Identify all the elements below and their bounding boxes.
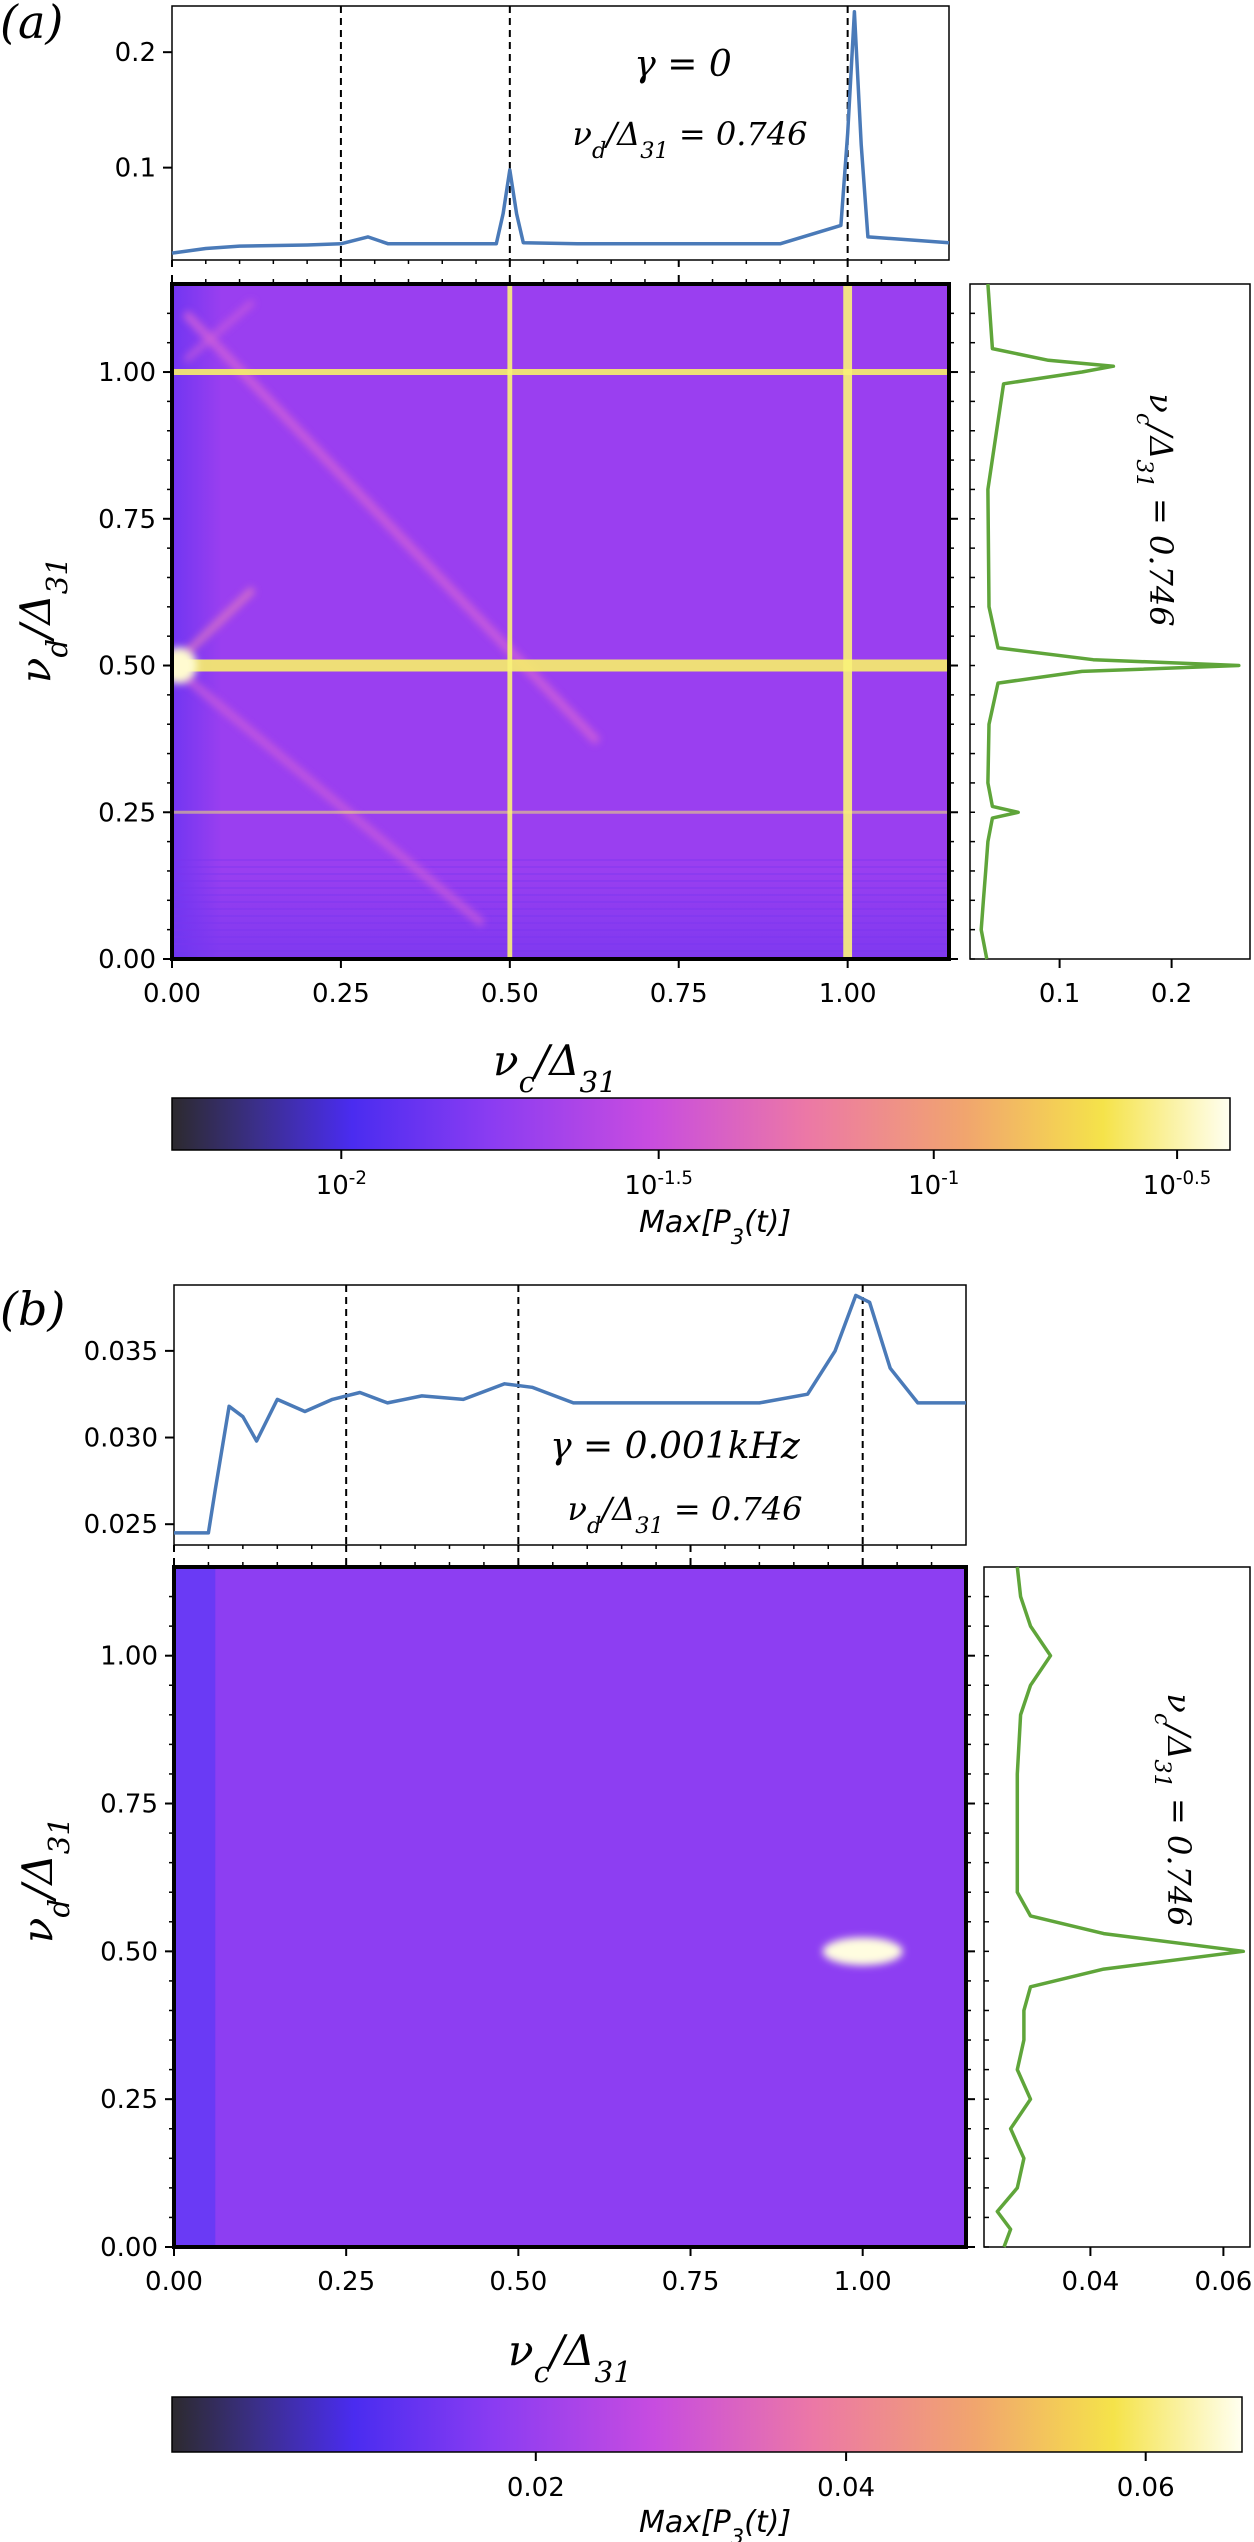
chart-panel-a: (a) 0.00 0.25 0.50 0.75 1.00 0.00 0.25 0.50 0.75 1… [0, 0, 1251, 1249]
heatmap [172, 284, 949, 959]
heatmap-frame [172, 1565, 968, 2249]
colorbar: 0.02 0.04 0.06 Max[P3​(t)] [171, 2396, 1243, 2542]
side-cut-plot: 0.1 0.2 νc​/Δ31​ = 0.746 [969, 283, 1251, 1009]
side-cut-line [995, 1566, 1246, 2248]
top-cut-plot: 0.1 0.2 γ = 0 νd​/Δ31​ = 0.746 [115, 5, 950, 267]
diagonal-feature [183, 674, 486, 927]
x-axis-label: νc​/Δ31​ [493, 1036, 617, 1099]
top-cut-line [171, 10, 950, 255]
colorbar-tick-label: 10-2​ [316, 1168, 367, 1202]
panel-label: (a) [0, 0, 63, 49]
gamma-label: γ = 0.001kHz [550, 1426, 801, 1467]
colorbar-label: Max[P3​(t)] [639, 1205, 791, 1249]
y-tick-label: 0.25 [100, 2085, 158, 2115]
chart-panel-b: (b) 0.00 0.25 0.50 0.75 1.00 0.00 0.25 0.50 0.75 1… [0, 1282, 1252, 2542]
y-tick-label: 1.00 [98, 358, 156, 388]
y-tick-label: 0.00 [100, 2233, 158, 2263]
top-cut-plot: 0.025 0.030 0.035 γ = 0.001kHz νd​/Δ31​ = 0.… [84, 1284, 967, 1552]
y-tick-label: 0.75 [98, 505, 156, 535]
heatmap-background [174, 1567, 966, 2247]
side-cut-frame [983, 1566, 1251, 2248]
heatmap-left-band [174, 1567, 216, 2247]
heatmap-bottom-edge [172, 869, 949, 959]
x-axis-label: νc​/Δ31​ [508, 2326, 632, 2389]
x-tick-label: 0.00 [143, 979, 201, 1009]
side-cut-line [979, 283, 1241, 960]
x-tick-label: 0.25 [317, 2267, 375, 2297]
colorbar-tick-label: 10-1​ [908, 1168, 959, 1202]
y-axis-label: νd​/Δ31​ [11, 557, 74, 683]
top-cut-frame [171, 5, 950, 261]
side-cut-frame [969, 283, 1251, 960]
top-cut-line [174, 1293, 966, 1535]
y-tick-label: 0.50 [100, 1937, 158, 1967]
side-cut-plot: 0.04 0.06 νc​/Δ31​ = 0.746 [983, 1566, 1252, 2297]
x-tick-label: 0.50 [481, 979, 539, 1009]
heatmap-frame [170, 282, 951, 961]
top-cut-y-tick-label: 0.035 [84, 1337, 158, 1367]
nuc-label: νc​/Δ31​ = 0.746 [1131, 393, 1180, 626]
x-tick-label: 1.00 [834, 2267, 892, 2297]
diagonal-feature [183, 299, 256, 363]
y-axis-label: νd​/Δ31​ [13, 1817, 76, 1943]
x-tick-label: 0.75 [662, 2267, 720, 2297]
colorbar-gradient [171, 2396, 1243, 2453]
x-tick-label: 0.50 [489, 2267, 547, 2297]
bright-spot [822, 1937, 903, 1966]
y-tick-label: 0.00 [98, 945, 156, 975]
heatmap [174, 1567, 966, 2247]
gamma-label: γ = 0 [634, 44, 731, 85]
panel-label: (b) [0, 1282, 65, 1336]
bright-spot [172, 647, 197, 684]
top-cut-frame [173, 1284, 967, 1546]
colorbar: 10-2​ 10-1.5​ 10-1​ 10-0.5​ Max[P3​(t)] [171, 1097, 1231, 1249]
nud-label: νd​/Δ31​ = 0.746 [568, 1490, 803, 1539]
x-tick-label: 0.00 [145, 2267, 203, 2297]
colorbar-tick-label: 10-1.5​ [624, 1168, 693, 1202]
top-cut-y-tick-label: 0.1 [115, 154, 156, 184]
colorbar-tick-label: 0.02 [507, 2473, 565, 2503]
top-cut-y-tick-label: 0.2 [115, 38, 156, 68]
side-cut-x-tick-label: 0.1 [1039, 979, 1080, 1009]
side-cut-x-tick-label: 0.04 [1061, 2267, 1119, 2297]
colorbar-tick-label: 0.04 [817, 2473, 875, 2503]
x-tick-label: 0.25 [312, 979, 370, 1009]
top-cut-y-tick-label: 0.030 [84, 1424, 158, 1454]
y-tick-label: 0.25 [98, 798, 156, 828]
top-cut-y-tick-label: 0.025 [84, 1510, 158, 1540]
y-tick-label: 1.00 [100, 1642, 158, 1672]
colorbar-label: Max[P3​(t)] [639, 2505, 791, 2542]
x-tick-label: 1.00 [819, 979, 877, 1009]
y-tick-label: 0.75 [100, 1790, 158, 1820]
colorbar-tick-label: 0.06 [1117, 2473, 1175, 2503]
diagonal-feature [183, 586, 256, 657]
colorbar-gradient [171, 1097, 1231, 1151]
side-cut-x-tick-label: 0.2 [1151, 979, 1192, 1009]
nud-label: νd​/Δ31​ = 0.746 [573, 115, 808, 164]
colorbar-tick-label: 10-0.5​ [1143, 1168, 1212, 1202]
side-cut-x-tick-label: 0.06 [1194, 2267, 1252, 2297]
y-tick-label: 0.50 [98, 652, 156, 682]
x-tick-label: 0.75 [650, 979, 708, 1009]
heatmap-background [172, 284, 949, 959]
nuc-label: νc​/Δ31​ = 0.746 [1149, 1693, 1198, 1926]
heatmap-left-edge [172, 284, 222, 959]
